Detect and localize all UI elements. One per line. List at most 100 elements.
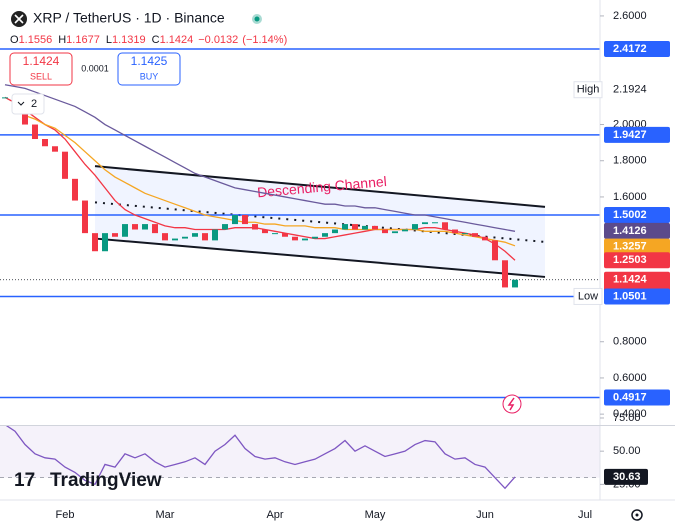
candle — [312, 236, 318, 239]
sell-label[interactable]: SELL — [30, 71, 52, 81]
price-flag-label: 1.5002 — [613, 209, 647, 221]
symbol-title: XRP / TetherUS · 1D · Binance — [33, 10, 225, 26]
candle — [182, 236, 188, 239]
x-tick-label: Jun — [476, 509, 494, 521]
candle — [222, 224, 228, 230]
rsi-pane — [0, 426, 600, 490]
rsi-line — [5, 426, 516, 490]
ohlc-value: 1.1556 — [19, 34, 53, 46]
candle — [102, 233, 108, 252]
price-flag — [604, 41, 670, 58]
candle — [2, 97, 8, 99]
candle — [92, 233, 98, 252]
candle — [112, 233, 118, 237]
candle — [332, 229, 338, 234]
candle — [392, 231, 398, 234]
spread: 0.0001 — [81, 63, 109, 73]
y-tick-label: 0.4000 — [613, 408, 647, 420]
candle — [32, 124, 38, 140]
x-tick-label: May — [365, 509, 386, 521]
moving-average — [4, 84, 516, 232]
status-dot — [254, 16, 260, 22]
ohlc-key: H — [58, 34, 66, 46]
price-flag-label: 1.0501 — [613, 290, 647, 302]
candle — [202, 233, 208, 241]
candle — [422, 222, 428, 225]
candle — [462, 233, 468, 235]
candle — [132, 224, 138, 230]
rsi-band — [0, 426, 600, 478]
ohlc-key: C — [152, 34, 160, 46]
candle — [302, 238, 308, 241]
price-flag-label: 1.4126 — [613, 225, 647, 237]
candle — [172, 238, 178, 241]
candle — [82, 200, 88, 234]
ohlc-value: 1.1677 — [66, 34, 100, 46]
candle — [142, 224, 148, 230]
x-tick-label: Mar — [156, 509, 175, 521]
rsi-tick-label: 75.00 — [613, 412, 641, 424]
channel-upper — [94, 165, 546, 208]
x-tick-label: Jul — [578, 509, 592, 521]
candle — [432, 222, 438, 224]
ohlc-key: O — [10, 34, 19, 46]
buy-label[interactable]: BUY — [140, 71, 159, 81]
candle — [282, 233, 288, 237]
sell-price[interactable]: 1.1424 — [23, 54, 60, 68]
candle — [122, 224, 128, 237]
channel-lower — [94, 237, 546, 278]
candle — [502, 260, 508, 288]
price-flag — [604, 252, 670, 269]
x-tick-label: Apr — [266, 509, 283, 521]
indicators-toggle[interactable]: 2 — [11, 93, 45, 115]
candle — [342, 224, 348, 230]
y-tick-label: 0.6000 — [613, 372, 647, 384]
low-label: Low — [578, 290, 598, 302]
candle — [362, 225, 368, 230]
candle — [492, 240, 498, 261]
high-box — [573, 81, 603, 99]
logo: 17 TradingView — [14, 470, 162, 491]
candle — [452, 229, 458, 234]
price-flag — [604, 126, 670, 143]
price-flag — [604, 238, 670, 255]
candle — [192, 233, 198, 237]
ohlc-line: O1.1556 H1.1677 L1.1319 C1.1424 −0.0132 (−1.1… — [10, 34, 287, 46]
settings-icon[interactable] — [631, 509, 643, 521]
candle — [402, 229, 408, 232]
indicators-count[interactable]: 2 — [31, 98, 37, 110]
candle — [372, 225, 378, 230]
candle — [162, 233, 168, 241]
candle — [482, 236, 488, 241]
ohlc-value: 1.1424 — [160, 34, 194, 46]
sell-button[interactable]: 1.1424 SELL — [9, 52, 73, 86]
change: −0.0132 — [198, 34, 238, 46]
candle — [352, 224, 358, 230]
y-tick-label: 1.8000 — [613, 155, 647, 167]
candle — [262, 229, 268, 234]
moving-average — [4, 96, 516, 261]
logo-mark: 17 — [14, 470, 35, 491]
candle — [292, 236, 298, 241]
candle — [152, 224, 158, 234]
alert-icon[interactable] — [502, 394, 522, 414]
rsi-tick-label: 50.00 — [613, 445, 641, 457]
candle — [62, 151, 68, 179]
price-flag-label: 2.4172 — [613, 43, 647, 55]
symbol-logo-mark — [14, 14, 24, 24]
candle — [22, 106, 28, 125]
buy-price[interactable]: 1.1425 — [131, 54, 168, 68]
candle — [252, 224, 258, 230]
candle — [212, 229, 218, 241]
price-flag-label: 0.4917 — [613, 391, 647, 403]
header: XRP / TetherUS · 1D · Binance O1.1556 H1.… — [9, 10, 287, 115]
buy-button[interactable]: 1.1425 BUY — [117, 52, 181, 86]
logo-text: TradingView — [50, 470, 162, 491]
ohlc-value: 1.1319 — [112, 34, 146, 46]
candle — [72, 178, 78, 201]
candle — [42, 139, 48, 147]
price-flag-label: 1.9427 — [613, 129, 647, 141]
candle — [442, 222, 448, 230]
